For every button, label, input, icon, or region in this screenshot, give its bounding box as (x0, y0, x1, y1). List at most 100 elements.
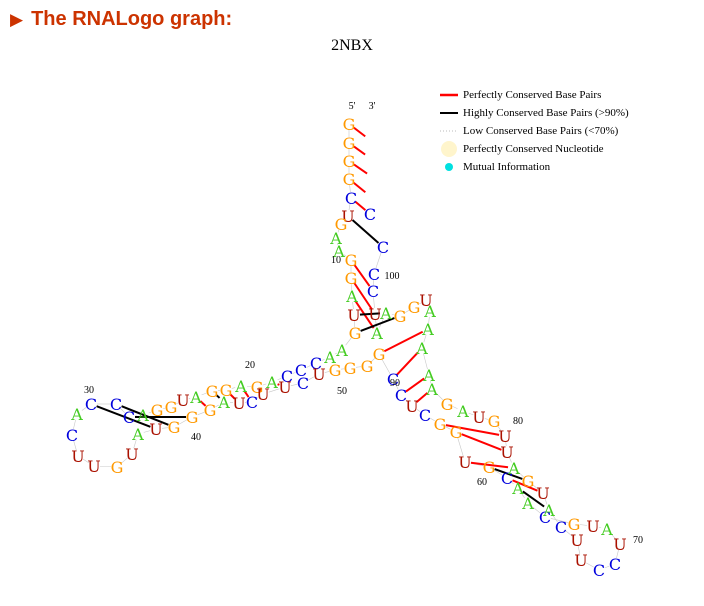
backbone-link (133, 439, 137, 449)
backbone-link (604, 565, 610, 569)
nucleotide: A (542, 501, 555, 520)
nucleotide: A (329, 229, 342, 248)
nucleotide: G (441, 395, 454, 414)
nucleotide: G (343, 134, 356, 153)
base-pair-bond (353, 145, 366, 156)
backbone-link (381, 359, 391, 374)
base-pair-bond (354, 201, 367, 211)
backbone-link (352, 301, 354, 310)
backbone-link (308, 376, 314, 381)
backbone-link (505, 441, 507, 447)
nucleotide: G (568, 515, 581, 534)
nucleotide: G (408, 298, 421, 317)
section-title: The RNALogo graph: (31, 8, 233, 30)
base-pair-bond (383, 330, 424, 353)
backbone-link (355, 366, 362, 368)
position-number-label: 20 (245, 360, 255, 371)
nucleotide: G (483, 458, 496, 477)
base-pair-bond (353, 126, 366, 138)
backbone-link (419, 302, 421, 305)
backbone-link (550, 518, 569, 523)
backbone-link (371, 358, 375, 362)
backbone-link (176, 402, 178, 405)
backbone-link (375, 252, 382, 269)
base-pair-bond (405, 377, 425, 393)
nucleotide: C (419, 406, 431, 425)
position-number-label: 100 (385, 271, 400, 282)
base-pair-bond (470, 461, 509, 469)
nucleotide: C (345, 189, 357, 208)
nucleotide: G (522, 472, 535, 491)
backbone-link (348, 203, 351, 211)
nucleotide: A (189, 388, 202, 407)
nucleotide: G (329, 361, 342, 380)
nucleotide: C (310, 354, 322, 373)
nucleotide: U (500, 443, 513, 462)
backbone-link (73, 440, 77, 451)
base-pair-bond (512, 479, 538, 492)
legend-label: Perfectly Conserved Base Pairs (463, 89, 602, 101)
nucleotide: G (344, 359, 357, 378)
base-pair-bond (461, 433, 502, 451)
backbone-link (82, 458, 90, 464)
play-arrow-icon: ▶ (10, 9, 24, 30)
backbone-link (468, 412, 474, 416)
nucleotide: C (110, 395, 122, 414)
backbone-link (445, 426, 451, 430)
strand-end-label: 5' (349, 101, 356, 112)
position-number-label: 30 (84, 385, 94, 396)
nucleotide: C (364, 205, 376, 224)
nucleotide: A (136, 406, 149, 425)
nucleotide: C (367, 282, 379, 301)
position-number-label: 40 (191, 432, 201, 443)
backbone-link (215, 404, 219, 408)
nucleotide: A (345, 287, 358, 306)
nucleotide: C (609, 555, 621, 574)
nucleotide: C (85, 395, 97, 414)
nucleotide: G (394, 307, 407, 326)
position-labels: 5' 3' 10 100 20 30 40 50 90 80 60 70 (84, 101, 643, 546)
nucleotide: A (379, 304, 392, 323)
nucleotide: U (472, 408, 485, 427)
nucleotide: U (232, 394, 245, 413)
backbone-link (201, 392, 207, 396)
base-pair-bond (359, 312, 381, 316)
nucleotide: U (341, 207, 354, 226)
legend-item: Perfectly Conserved Nucleotide (440, 140, 629, 158)
base-pair-bond (494, 468, 523, 480)
backbone-link (148, 411, 152, 414)
base-pair-bond (415, 392, 429, 403)
black-line-icon (440, 110, 458, 116)
base-pair-bond (353, 264, 371, 287)
nucleotide: A (423, 302, 436, 321)
backbone-link (395, 384, 399, 390)
base-pair-bond (360, 317, 395, 332)
backbone-link (343, 254, 347, 257)
backbone-link (256, 397, 259, 399)
nucleotide: U (570, 531, 583, 550)
position-number-label: 90 (390, 378, 400, 389)
cyan-dot-icon (440, 162, 458, 172)
nucleotide: C (368, 265, 380, 284)
nucleotide: A (70, 405, 83, 424)
backbone-link (161, 427, 169, 429)
base-pair-bond (96, 405, 151, 428)
base-pair-bond (522, 490, 545, 508)
nucleotide: G (206, 382, 219, 401)
backbone-link (493, 469, 503, 476)
backbone-link (143, 430, 151, 433)
nucleotide: U (71, 447, 84, 466)
backbone-link (405, 399, 408, 402)
dotted-line-icon (440, 128, 458, 134)
nucleotide: C (387, 370, 399, 389)
nucleotide: G (343, 170, 356, 189)
nucleotide: G (204, 401, 217, 420)
backbone-link (343, 219, 346, 221)
legend-item: Mutual Information (440, 158, 629, 176)
nucleotide: C (66, 426, 78, 445)
legend-label: Perfectly Conserved Nucleotide (463, 143, 604, 155)
backbone-link (292, 372, 296, 374)
backbone-link (423, 334, 427, 343)
position-number-label: 10 (331, 255, 341, 266)
